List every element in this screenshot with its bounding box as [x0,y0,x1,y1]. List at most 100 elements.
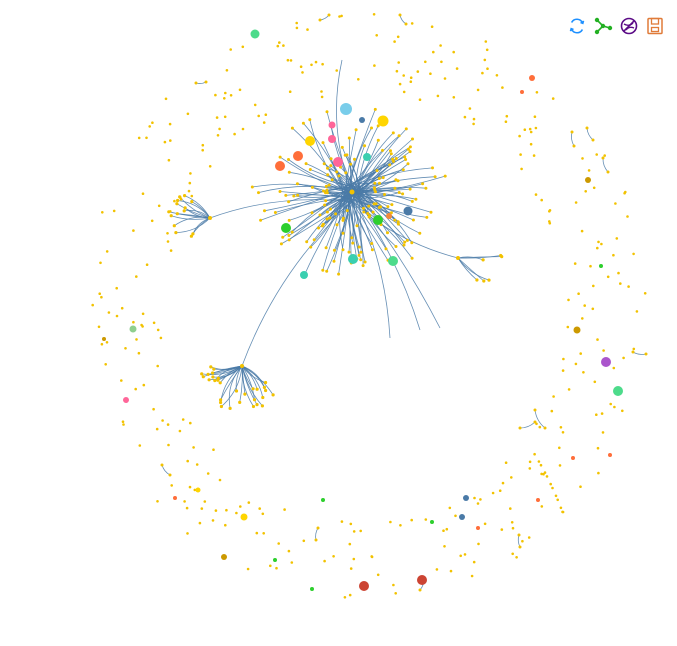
graph-node[interactable] [361,264,365,268]
graph-node[interactable] [632,347,636,351]
graph-node[interactable] [448,506,452,510]
graph-node[interactable] [554,494,558,498]
graph-node[interactable] [562,357,565,361]
graph-node[interactable] [349,189,355,195]
graph-node[interactable] [408,150,412,154]
graph-node[interactable] [324,199,328,203]
graph-node[interactable] [341,248,345,252]
graph-node[interactable] [424,186,428,190]
graph-node[interactable] [193,488,197,492]
graph-node[interactable] [179,197,183,201]
graph-node[interactable] [632,252,635,256]
graph-node[interactable] [107,311,111,314]
graph-node[interactable] [357,245,361,249]
graph-node[interactable] [344,171,348,175]
graph-node[interactable] [239,505,242,508]
graph-node[interactable] [325,188,329,192]
graph-node[interactable] [519,153,522,156]
graph-node[interactable] [615,237,619,240]
graph-node[interactable] [255,403,259,407]
graph-node[interactable] [201,143,205,147]
graph-node[interactable] [264,380,268,385]
graph-node[interactable] [145,136,148,140]
graph-node[interactable] [482,279,486,283]
graph-node[interactable] [404,127,408,131]
graph-node[interactable] [376,573,380,577]
graph-node[interactable] [601,156,605,160]
graph-node[interactable] [601,431,605,434]
graph-node[interactable] [455,67,459,70]
graph-node[interactable] [316,526,320,530]
graph-node[interactable] [91,303,94,307]
graph-node[interactable] [592,284,595,288]
graph-node[interactable] [363,153,371,161]
graph-node[interactable] [328,135,336,143]
graph-node[interactable] [377,206,381,209]
graph-node[interactable] [436,94,440,98]
graph-node[interactable] [487,278,491,282]
graph-node[interactable] [367,204,371,208]
graph-node[interactable] [273,211,277,214]
graph-node[interactable] [329,207,332,211]
graph-node[interactable] [314,60,318,64]
graph-node[interactable] [551,486,554,490]
graph-node[interactable] [320,90,323,93]
graph-node[interactable] [142,383,146,387]
graph-node[interactable] [389,149,392,153]
graph-node[interactable] [584,190,587,193]
graph-node[interactable] [281,235,285,239]
graph-node[interactable] [288,90,292,93]
graph-node[interactable] [363,144,367,148]
graph-node[interactable] [150,219,154,223]
graph-node[interactable] [452,96,456,99]
graph-node[interactable] [386,205,390,209]
graph-node[interactable] [439,44,442,47]
graph-node[interactable] [181,418,185,421]
graph-node[interactable] [328,216,332,220]
graph-node[interactable] [403,240,407,244]
graph-node[interactable] [141,325,144,328]
graph-node[interactable] [431,166,434,170]
graph-node[interactable] [631,350,635,354]
graph-node[interactable] [539,463,543,467]
graph-node[interactable] [408,145,412,149]
graph-node[interactable] [403,155,407,159]
graph-node[interactable] [587,169,591,172]
graph-node[interactable] [323,203,327,207]
graph-node[interactable] [332,248,336,252]
graph-node[interactable] [250,185,254,189]
graph-node[interactable] [335,223,339,227]
graph-node[interactable] [511,526,515,530]
graph-node[interactable] [394,245,398,248]
graph-node[interactable] [121,420,125,424]
graph-node[interactable] [529,142,533,146]
graph-node[interactable] [353,157,356,161]
graph-node[interactable] [566,325,570,329]
graph-node[interactable] [582,371,585,374]
graph-node[interactable] [314,538,318,542]
graph-node[interactable] [389,520,392,524]
graph-node[interactable] [452,50,456,54]
graph-node[interactable] [219,400,223,405]
graph-node[interactable] [463,115,467,119]
graph-node[interactable] [322,189,325,193]
graph-node[interactable] [224,523,227,527]
graph-node[interactable] [97,325,101,329]
graph-node[interactable] [287,218,291,222]
graph-node[interactable] [99,261,102,265]
graph-node[interactable] [520,167,523,171]
graph-node[interactable] [209,365,213,369]
graph-node[interactable] [225,69,229,72]
refresh-button[interactable] [567,16,587,36]
graph-node[interactable] [570,130,574,134]
graph-node[interactable] [145,263,149,267]
graph-node[interactable] [534,126,538,130]
graph-node[interactable] [619,282,622,285]
graph-node[interactable] [483,522,487,526]
graph-node[interactable] [216,134,220,137]
graph-node[interactable] [211,519,215,522]
graph-node[interactable] [559,426,563,429]
graph-node[interactable] [243,392,247,396]
graph-node[interactable] [384,247,388,251]
graph-node[interactable] [405,238,409,242]
